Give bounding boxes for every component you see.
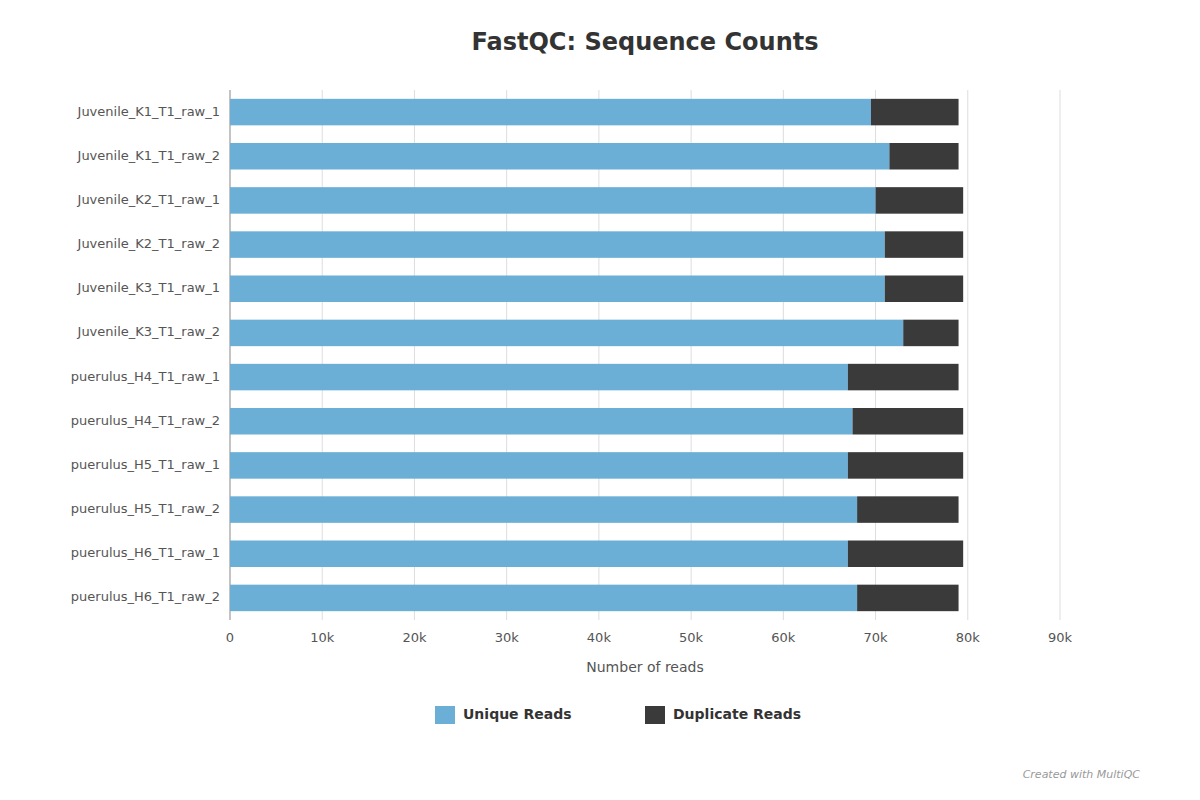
legend-label: Unique Reads	[463, 706, 572, 722]
x-tick-label: 70k	[864, 630, 889, 645]
bar	[848, 364, 959, 391]
bar	[853, 408, 964, 435]
bar	[876, 187, 964, 214]
grid-line	[1060, 90, 1061, 620]
bar	[230, 276, 885, 303]
x-axis: 0 10k 20k 30k 40k 50k 60k 70k 80k 90k	[226, 630, 1073, 645]
y-tick-label: Juvenile_K2_T1_raw_1	[77, 192, 220, 207]
x-tick-label: 0	[226, 630, 234, 645]
y-tick-label: Juvenile_K1_T1_raw_1	[77, 104, 220, 119]
bar	[848, 452, 963, 479]
title: FastQC: Sequence Counts	[472, 28, 819, 56]
y-tick-label: Juvenile_K3_T1_raw_1	[77, 280, 220, 295]
x-tick-label: 10k	[310, 630, 335, 645]
y-tick-label: puerulus_H5_T1_raw_1	[71, 457, 220, 472]
background	[0, 0, 1200, 800]
grid	[230, 90, 1060, 620]
bar	[848, 541, 963, 568]
y-axis: Juvenile_K1_T1_raw_1 Juvenile_K1_T1_raw_2…	[71, 104, 220, 605]
x-axis-label: Number of reads	[586, 659, 703, 675]
x-tick-label: 80k	[956, 630, 981, 645]
y-tick-label: Juvenile_K3_T1_raw_2	[77, 324, 220, 339]
bar	[885, 276, 963, 303]
bars	[230, 99, 963, 611]
bar	[857, 496, 958, 523]
bar	[903, 320, 958, 347]
chart: FastQC: Sequence Counts 0 10k 20k 30k 40k 50k 6…	[0, 0, 1200, 800]
bar	[230, 99, 871, 126]
bar	[871, 99, 959, 126]
legend-swatch	[645, 706, 665, 724]
bar	[230, 187, 876, 214]
y-tick-label: Juvenile_K2_T1_raw_2	[77, 236, 220, 251]
bar	[230, 408, 853, 435]
legend: Unique Reads Duplicate Reads	[435, 706, 801, 724]
bar	[230, 496, 857, 523]
bar	[885, 231, 963, 257]
y-tick-label: puerulus_H5_T1_raw_2	[71, 501, 220, 516]
x-tick-label: 50k	[679, 630, 704, 645]
y-tick-label: puerulus_H6_T1_raw_2	[71, 589, 220, 604]
y-tick-label: Juvenile_K1_T1_raw_2	[77, 148, 220, 163]
bar	[230, 231, 885, 257]
grid-line	[967, 90, 968, 620]
legend-swatch	[435, 706, 455, 724]
bar	[230, 452, 848, 479]
bar	[230, 541, 848, 568]
watermark: Created with MultiQC	[1023, 768, 1141, 781]
x-tick-label: 30k	[495, 630, 520, 645]
bar	[230, 585, 857, 612]
bar	[857, 585, 958, 612]
bar	[230, 364, 848, 391]
bar	[230, 320, 903, 347]
bar	[889, 143, 958, 170]
x-tick-label: 60k	[771, 630, 796, 645]
x-tick-label: 40k	[587, 630, 612, 645]
bar	[230, 143, 889, 170]
x-tick-label: 90k	[1048, 630, 1073, 645]
y-tick-label: puerulus_H6_T1_raw_1	[71, 545, 220, 560]
x-tick-label: 20k	[402, 630, 427, 645]
y-tick-label: puerulus_H4_T1_raw_1	[71, 369, 220, 384]
y-tick-label: puerulus_H4_T1_raw_2	[71, 413, 220, 428]
legend-label: Duplicate Reads	[673, 706, 801, 722]
